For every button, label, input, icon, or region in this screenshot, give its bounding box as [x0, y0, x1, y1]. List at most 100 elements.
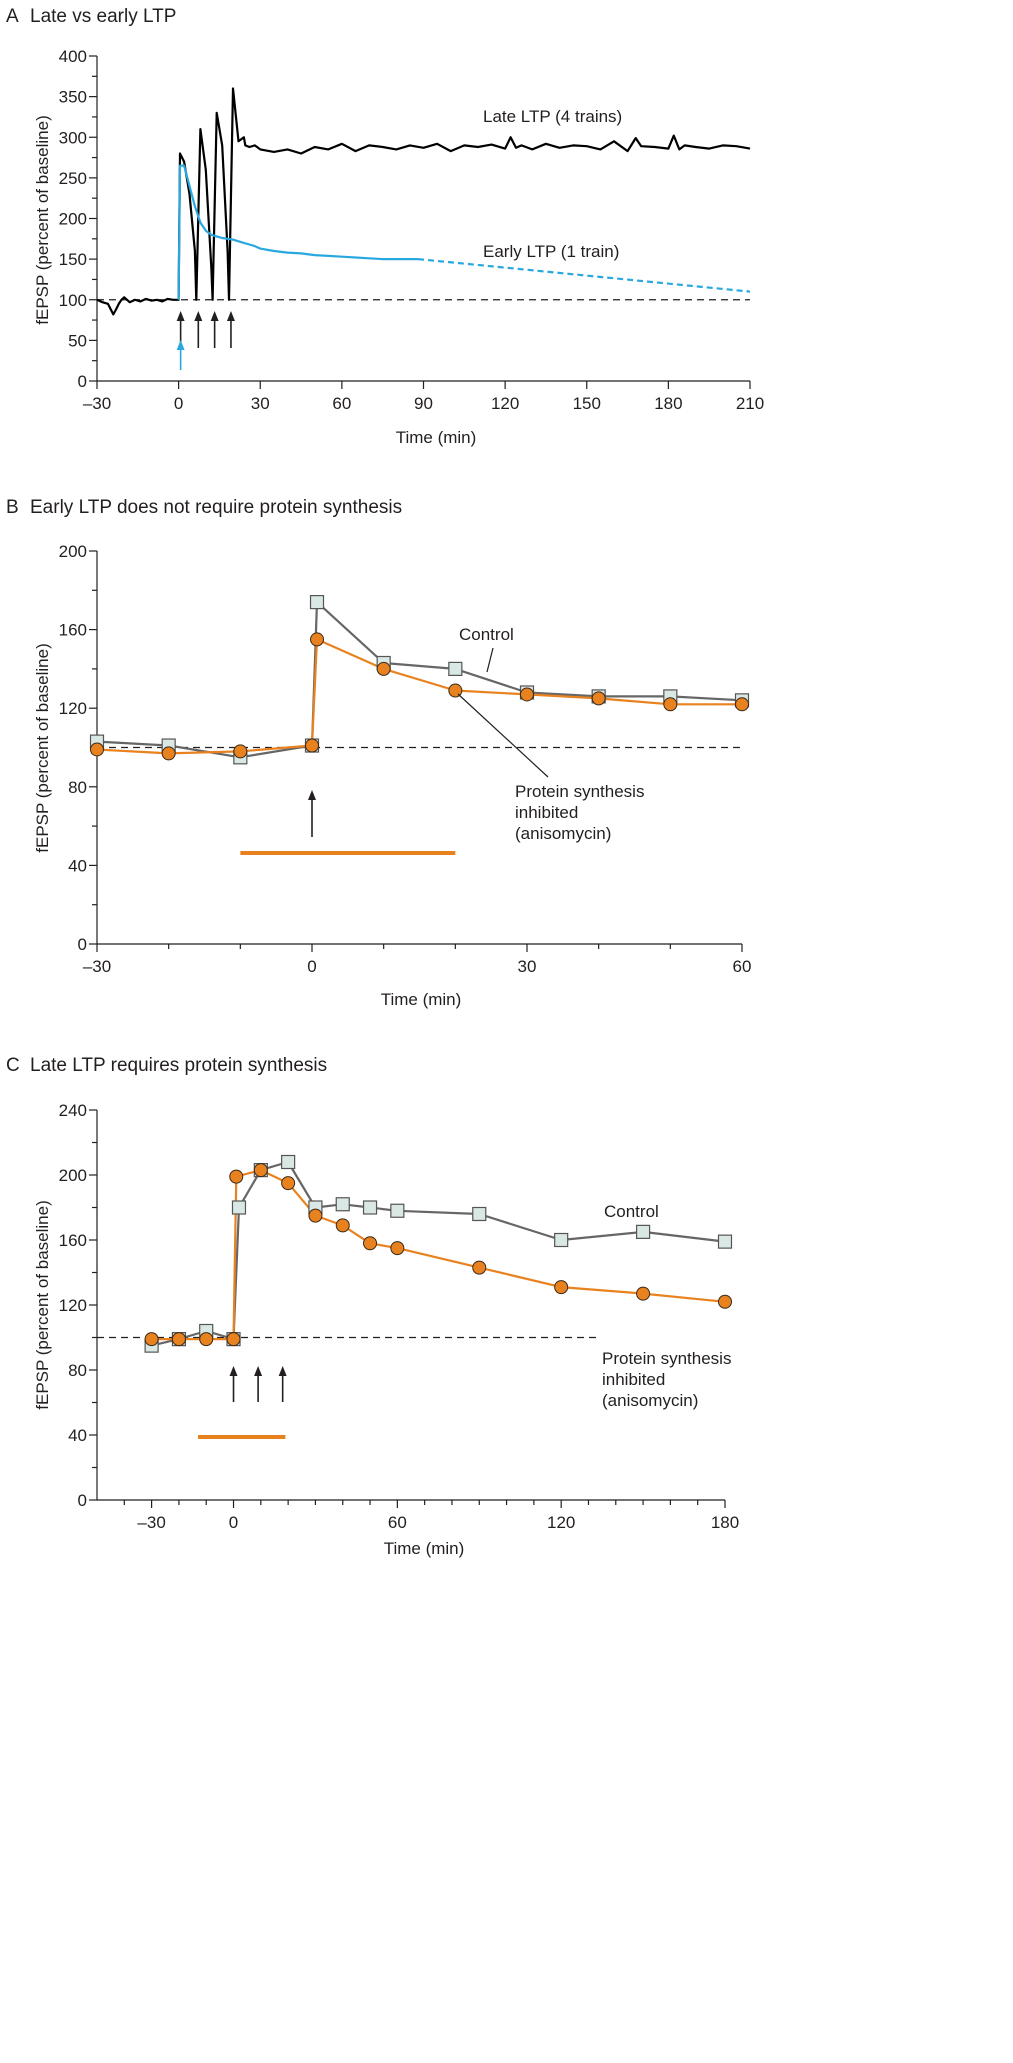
panel-b-anisomycin-point — [520, 687, 534, 702]
panel-a-y-tick-label: 50 — [68, 331, 87, 350]
panel-c-inhibited-annotation-line3: (anisomycin) — [602, 1391, 698, 1410]
panel-b-inhibited-annotation-line2: inhibited — [515, 803, 578, 822]
panel-c: C Late LTP requires protein synthesis 0 4… — [6, 1055, 739, 1558]
panel-c-y-tick-label: 40 — [68, 1426, 87, 1445]
panel-a-y-tick-label: 250 — [59, 169, 87, 188]
panel-b-inhibited-leader-line — [457, 693, 549, 778]
panel-b-control-annotation: Control — [459, 625, 514, 644]
panel-a-title: Late vs early LTP — [30, 6, 176, 27]
panel-c-axes: 0 40 80 120 160 200 240 –30 0 60 120 180 — [59, 1101, 740, 1532]
panel-a-x-axis-label: Time (min) — [396, 428, 477, 447]
panel-c-control-point — [362, 1200, 378, 1215]
panel-b-y-tick-label: 0 — [78, 935, 87, 954]
panel-b-inhibited-annotation-line1: Protein synthesis — [515, 782, 644, 801]
panel-b-x-tick-label: 60 — [733, 957, 752, 976]
panel-c-control-point — [472, 1206, 487, 1222]
panel-c-control-point — [717, 1234, 733, 1249]
panel-c-y-tick-label: 80 — [68, 1361, 87, 1380]
panel-b-anisomycin-point — [90, 742, 104, 757]
panel-c-control-annotation: Control — [604, 1202, 659, 1221]
panel-a: A Late vs early LTP 05010015020025030035… — [6, 6, 764, 447]
panel-c-y-axis-label: fEPSP (percent of baseline) — [33, 1200, 52, 1409]
panel-c-title: Late LTP requires protein synthesis — [30, 1055, 327, 1076]
panel-c-plot-area — [97, 1154, 733, 1439]
panel-b-plot-area — [89, 594, 750, 855]
panel-a-y-tick-label: 350 — [59, 88, 87, 107]
panel-b-y-axis-label: fEPSP (percent of baseline) — [33, 643, 52, 852]
panel-c-anisomycin-point — [308, 1208, 323, 1223]
panel-c-stimulus-arrow-head — [278, 1366, 287, 1376]
panel-b-inhibited-annotation-line3: (anisomycin) — [515, 824, 611, 843]
panel-c-control-point — [231, 1200, 247, 1215]
panel-b-letter: B — [6, 497, 19, 518]
panel-a-x-tick-label: 30 — [251, 394, 270, 413]
panel-c-control-point — [281, 1154, 296, 1170]
panel-a-stimulus-arrow-head — [210, 311, 219, 321]
panel-c-x-tick-label: 60 — [388, 1513, 407, 1532]
panel-a-stimulus-arrow-head — [226, 311, 235, 321]
panel-b-anisomycin-point — [735, 697, 749, 712]
panel-a-single-train-arrow-head — [176, 340, 185, 350]
panel-a-x-tick-label: 210 — [736, 394, 764, 413]
panel-c-anisomycin-point — [335, 1218, 350, 1233]
panel-b-y-tick-label: 120 — [59, 699, 87, 718]
panel-c-anisomycin-point — [144, 1332, 159, 1347]
panel-a-x-tick-label: 180 — [654, 394, 682, 413]
panel-a-y-tick-label: 0 — [78, 372, 87, 391]
panel-c-control-point — [635, 1224, 651, 1239]
panel-a-y-axis-label: fEPSP (percent of baseline) — [33, 115, 52, 324]
panel-c-anisomycin-point — [554, 1280, 569, 1295]
panel-a-x-tick-label: 150 — [573, 394, 601, 413]
panel-a-plot-area — [96, 87, 751, 370]
panel-c-anisomycin-point — [171, 1332, 186, 1347]
panel-b-y-tick-label: 200 — [59, 542, 87, 561]
panel-c-anisomycin-point — [226, 1332, 241, 1347]
panel-c-anisomycin-point — [363, 1236, 378, 1251]
panel-c-anisomycin-point — [281, 1176, 296, 1191]
panel-c-inhibited-annotation-line2: inhibited — [602, 1370, 665, 1389]
panel-b-x-axis-label: Time (min) — [381, 990, 462, 1009]
panel-c-x-tick-label: 120 — [547, 1513, 575, 1532]
panel-a-early-ltp-line — [177, 164, 419, 300]
panel-c-anisomycin-point — [718, 1294, 732, 1309]
panel-b-x-tick-label: 0 — [307, 957, 316, 976]
panel-b-anisomycin-point — [161, 746, 176, 761]
panel-c-anisomycin-point — [199, 1332, 214, 1347]
panel-b: B Early LTP does not require protein syn… — [6, 497, 751, 1009]
panel-a-y-tick-label: 200 — [59, 210, 87, 229]
panel-c-letter: C — [6, 1055, 20, 1076]
panel-a-y-tick-label: 300 — [59, 128, 87, 147]
panel-b-title: Early LTP does not require protein synth… — [30, 497, 402, 518]
panel-a-x-tick-label: 90 — [414, 394, 433, 413]
panel-b-anisomycin-point — [233, 744, 248, 759]
panel-c-stimulus-arrow-head — [254, 1366, 263, 1376]
panel-b-x-tick-label: –30 — [83, 957, 111, 976]
panel-c-anisomycin-point — [229, 1169, 244, 1184]
panel-a-late-ltp-line — [96, 87, 751, 316]
panel-a-early-ltp-extrapolation-line — [417, 258, 751, 293]
panel-c-x-tick-label: –30 — [137, 1513, 165, 1532]
panel-b-control-point — [448, 661, 463, 677]
panel-c-x-tick-label: 0 — [229, 1513, 238, 1532]
panel-b-x-tick-label: 30 — [518, 957, 537, 976]
panel-b-y-tick-label: 40 — [68, 856, 87, 875]
panel-b-anisomycin-point — [305, 738, 319, 753]
panel-c-anisomycin-point — [472, 1260, 487, 1275]
panel-a-y-tick-label: 150 — [59, 250, 87, 269]
panel-a-axes: 0 50 100 150 200 250 300 350 400 –30 0 30 60 90 120 150… — [59, 47, 765, 413]
panel-a-x-tick-label: 120 — [491, 394, 519, 413]
panel-a-letter: A — [6, 6, 19, 27]
panel-a-x-tick-label: 0 — [174, 394, 183, 413]
figure: A Late vs early LTP 05010015020025030035… — [6, 6, 764, 1558]
late-ltp-annotation: Late LTP (4 trains) — [483, 107, 622, 126]
panel-c-y-tick-label: 120 — [59, 1296, 87, 1315]
panel-c-anisomycin-point — [390, 1241, 405, 1256]
panel-a-stimulus-arrow-head — [194, 311, 203, 321]
panel-c-control-point — [390, 1203, 405, 1218]
panel-c-anisomycin-point — [253, 1163, 268, 1178]
panel-a-y-tick-label: 100 — [59, 291, 87, 310]
panel-b-axes: 0 40 80 120 160 200 –30 0 30 60 — [59, 542, 752, 976]
panel-b-anisomycin-point — [663, 697, 678, 712]
panel-c-inhibited-annotation-line1: Protein synthesis — [602, 1349, 731, 1368]
panel-c-y-tick-label: 200 — [59, 1166, 87, 1185]
